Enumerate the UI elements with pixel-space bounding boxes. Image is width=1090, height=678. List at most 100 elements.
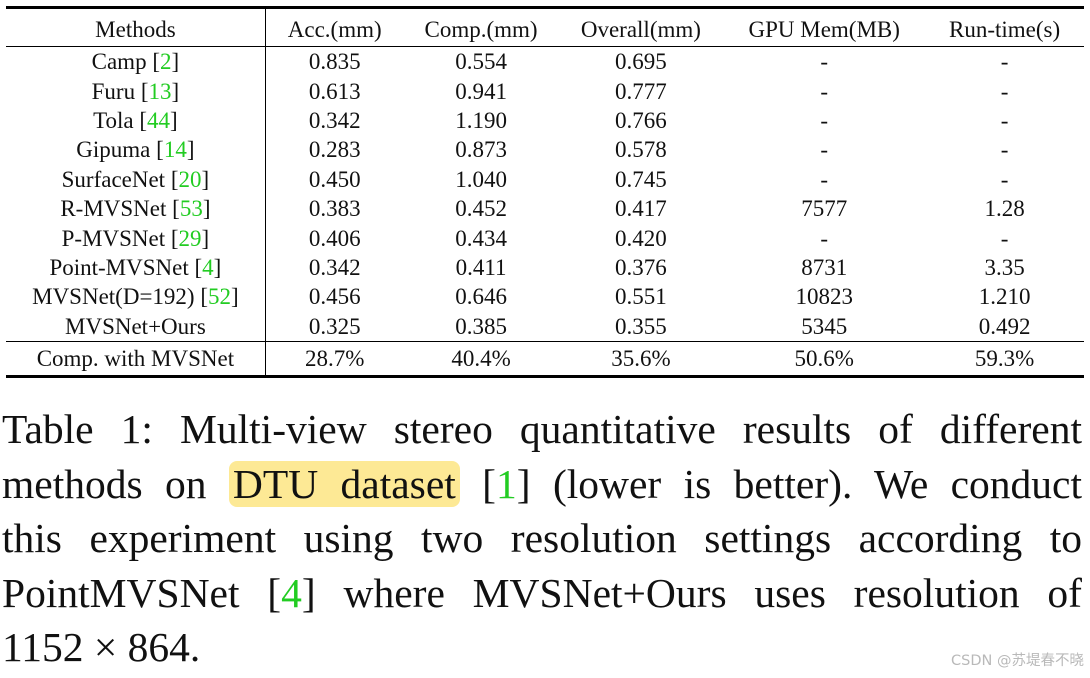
table-row: Camp [2] 0.835 0.554 0.695 - - <box>6 46 1084 77</box>
comp-cell: 0.646 <box>455 284 507 310</box>
method-cell: Tola [44] <box>6 105 266 136</box>
comp-cell: 0.434 <box>455 225 507 251</box>
gpu-cell: - <box>820 166 829 192</box>
header-acc: Acc.(mm) <box>265 7 404 47</box>
caption-text: (lower is better). We conduct <box>530 460 1082 507</box>
citation-link[interactable]: 44 <box>147 107 171 133</box>
citation-link[interactable]: 1 <box>495 460 517 507</box>
comp-cell: 0.554 <box>455 49 507 75</box>
acc-cell-best: 0.283 <box>308 137 361 163</box>
watermark: CSDN @苏堤春不晓 <box>951 653 1084 669</box>
method-name: SurfaceNet <box>61 166 166 192</box>
comp-cell: 1.040 <box>455 166 507 192</box>
footer-overall-cell: 35.6% <box>558 340 724 377</box>
highlighted-term[interactable]: DTU dataset <box>228 460 460 507</box>
header-overall: Overall(mm) <box>558 7 724 47</box>
runtime-cell: - <box>1000 166 1009 192</box>
table-row: SurfaceNet [20] 0.450 1.040 0.745 - - <box>6 164 1084 194</box>
acc-cell: 0.450 <box>308 166 361 192</box>
comp-cell: 0.941 <box>455 78 507 104</box>
comp-cell: 0.452 <box>455 196 507 222</box>
method-name: MVSNet(D=192) <box>32 284 195 310</box>
acc-cell: 0.835 <box>308 49 361 75</box>
method-cell: Camp [2] <box>6 46 266 77</box>
overall-cell: 0.355 <box>615 313 667 339</box>
table-row: Gipuma [14] 0.283 0.873 0.578 - - <box>6 135 1084 165</box>
table-caption: Table 1: Multi-view stereo quantitative … <box>2 402 1082 675</box>
runtime-cell: 0.492 <box>978 313 1031 339</box>
method-cell: R-MVSNet [53] <box>6 193 266 224</box>
citation-link[interactable]: 2 <box>160 49 172 75</box>
table-row: Tola [44] 0.342 1.190 0.766 - - <box>6 105 1084 136</box>
table-row: P-MVSNet [29] 0.406 0.434 0.420 - - <box>6 223 1084 253</box>
gpu-cell: - <box>820 78 829 104</box>
citation-link[interactable]: 4 <box>281 569 302 616</box>
citation-link[interactable]: 20 <box>178 166 202 192</box>
method-name: Gipuma <box>76 137 151 163</box>
gpu-cell: - <box>820 107 829 133</box>
acc-cell: 0.342 <box>308 107 361 133</box>
runtime-cell: - <box>1000 107 1009 133</box>
caption-line: Table 1: Multi-view stereo quantitative … <box>2 406 1082 452</box>
table-row: Furu [13] 0.613 0.941 0.777 - - <box>6 76 1084 106</box>
table-row: R-MVSNet [53] 0.383 0.452 0.417 7577 1.2… <box>6 193 1084 224</box>
runtime-cell: - <box>1000 78 1009 104</box>
table-header-row: Methods Acc.(mm) Comp.(mm) Overall(mm) G… <box>6 7 1084 47</box>
method-cell: P-MVSNet [29] <box>6 223 266 253</box>
method-name: Camp <box>91 49 147 75</box>
footer-acc-cell: 28.7% <box>265 340 404 377</box>
citation-link[interactable]: 4 <box>202 254 214 280</box>
footer-comp-cell: 40.4% <box>403 340 559 377</box>
method-name: R-MVSNet <box>60 196 167 222</box>
header-gpu-mem: GPU Mem(MB) <box>723 7 926 47</box>
runtime-cell: - <box>1000 225 1009 251</box>
acc-cell: 0.406 <box>308 225 361 251</box>
acc-cell: 0.613 <box>308 78 361 104</box>
header-comp: Comp.(mm) <box>403 7 559 47</box>
citation-link[interactable]: 53 <box>179 196 203 222</box>
comp-cell: 1.190 <box>455 107 507 133</box>
citation-link[interactable]: 14 <box>163 137 187 163</box>
footer-method-cell: Comp. with MVSNet <box>6 340 266 377</box>
comp-cell: 0.873 <box>455 137 507 163</box>
method-cell: SurfaceNet [20] <box>6 164 266 194</box>
caption-line: this experiment using two resolution set… <box>2 515 1082 561</box>
acc-cell: 0.383 <box>308 196 361 222</box>
citation-link[interactable]: 13 <box>148 78 172 104</box>
gpu-cell: 7577 <box>801 196 848 222</box>
caption-line: 1152 × 864. <box>2 624 201 670</box>
citation-link[interactable]: 29 <box>178 225 202 251</box>
comp-cell: 0.411 <box>455 254 507 280</box>
runtime-cell: 3.35 <box>984 254 1025 280</box>
gpu-cell: - <box>820 49 829 75</box>
overall-cell: 0.417 <box>615 196 667 222</box>
acc-cell: 0.456 <box>308 284 361 310</box>
gpu-cell: - <box>820 225 829 251</box>
table-footer-row: Comp. with MVSNet 28.7% 40.4% 35.6% 50.6… <box>6 340 1084 377</box>
table-row: MVSNet(D=192) [52] 0.456 0.646 0.551 108… <box>6 282 1084 312</box>
overall-cell: 0.551 <box>615 284 667 310</box>
overall-cell: 0.695 <box>615 49 667 75</box>
overall-cell: 0.376 <box>615 254 667 280</box>
table-row: Point-MVSNet [4] 0.342 0.411 0.376 8731 … <box>6 252 1084 283</box>
method-name: MVSNet+Ours <box>65 313 206 339</box>
method-cell: MVSNet+Ours <box>6 311 266 342</box>
overall-cell: 0.578 <box>615 137 667 163</box>
overall-cell: 0.745 <box>615 166 667 192</box>
overall-cell: 0.420 <box>615 225 667 251</box>
gpu-cell: - <box>820 137 829 163</box>
method-cell: MVSNet(D=192) [52] <box>6 282 266 312</box>
method-cell: Gipuma [14] <box>6 135 266 165</box>
citation-link[interactable]: 52 <box>208 284 232 310</box>
acc-cell: 0.342 <box>308 254 361 280</box>
acc-cell: 0.325 <box>308 313 361 339</box>
gpu-cell: 10823 <box>795 284 853 310</box>
runtime-cell: 1.210 <box>978 284 1031 310</box>
runtime-cell: - <box>1000 49 1009 75</box>
caption-line: PointMVSNet [4] where MVSNet+Ours uses r… <box>2 569 1082 616</box>
results-table-container: Methods Acc.(mm) Comp.(mm) Overall(mm) G… <box>6 6 1084 378</box>
caption-text: PointMVSNet <box>2 569 268 616</box>
table-row-ours: MVSNet+Ours 0.325 0.385 0.355 5345 0.492 <box>6 311 1084 342</box>
gpu-cell: 5345 <box>801 313 848 339</box>
runtime-cell: - <box>1000 137 1009 163</box>
